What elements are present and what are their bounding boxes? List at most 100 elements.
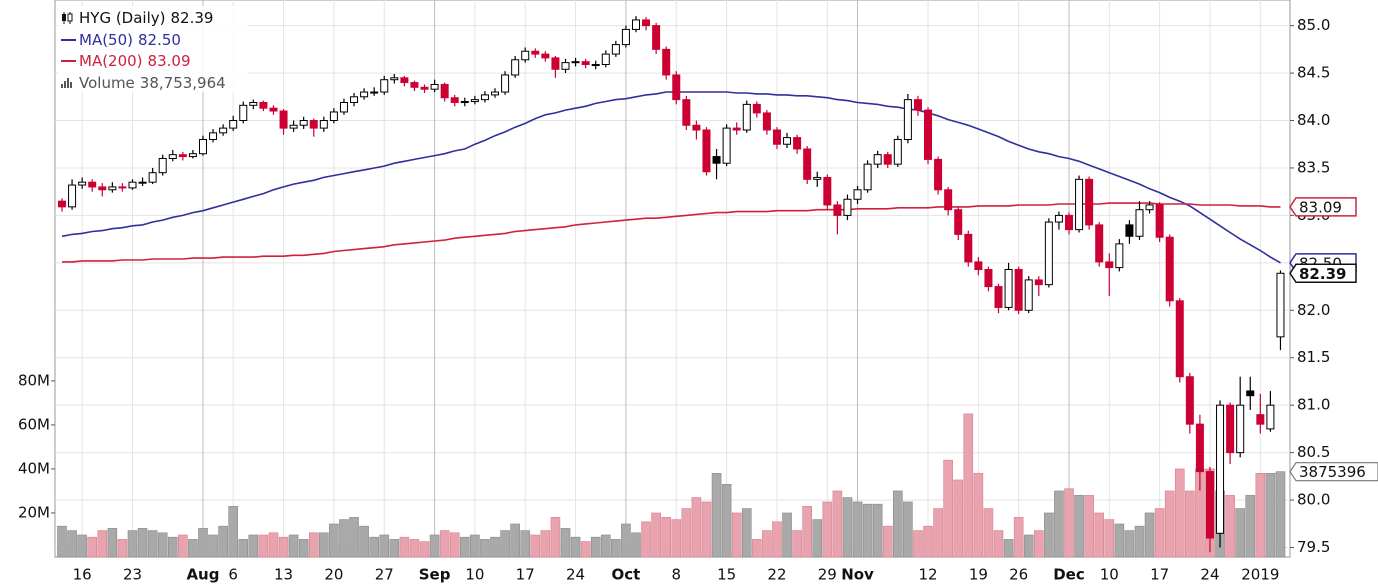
- volume-bar: [812, 519, 823, 558]
- candle-body: [1095, 224, 1104, 263]
- x-tick-label: Nov: [841, 566, 874, 584]
- x-tick-label: 20: [324, 566, 343, 584]
- volume-bar: [218, 525, 228, 558]
- candle-body: [672, 74, 681, 101]
- volume-bar: [741, 508, 752, 558]
- candle-body: [350, 96, 359, 103]
- volume-bar: [1094, 512, 1105, 558]
- x-tick-label: 8: [671, 566, 681, 584]
- candle-body: [652, 25, 661, 50]
- volume-bar: [1144, 512, 1155, 558]
- y-tick-label: 81.5: [1297, 348, 1330, 366]
- x-tick-label: 24: [566, 566, 585, 584]
- candle-body: [994, 286, 1003, 308]
- candle-body: [742, 103, 751, 131]
- x-tick-label: Dec: [1053, 566, 1085, 584]
- candle-body: [611, 44, 620, 55]
- candle-body: [88, 181, 97, 188]
- candle-body: [944, 189, 953, 211]
- candle-body: [752, 103, 761, 114]
- volume-bar: [782, 512, 792, 558]
- y-tick-label: 84.5: [1297, 64, 1330, 82]
- candle-body: [1044, 221, 1053, 286]
- volume-bar: [1235, 508, 1245, 558]
- candle-body: [1004, 268, 1013, 308]
- candle-body: [168, 154, 177, 159]
- y-tick-label: 85.0: [1297, 16, 1330, 34]
- legend-text: MA(50) 82.50: [79, 31, 181, 49]
- legend-part: MA(200): [79, 52, 143, 70]
- volume-bar: [188, 539, 198, 558]
- volume-bar: [329, 523, 339, 558]
- volume-bar: [1225, 495, 1235, 558]
- volume-bar: [339, 519, 349, 558]
- candle-body: [239, 104, 248, 122]
- x-tick-label: 10: [465, 566, 484, 584]
- volume-bar: [1033, 530, 1044, 558]
- x-tick-label: 15: [717, 566, 736, 584]
- candle-body: [803, 148, 812, 180]
- candle-body: [843, 198, 852, 216]
- candle-body: [118, 186, 127, 189]
- volume-bar: [319, 532, 329, 558]
- candle-body: [712, 156, 721, 164]
- volume-bar: [1174, 468, 1185, 558]
- volume-bar: [1074, 495, 1084, 558]
- volume-bar: [480, 539, 490, 558]
- volume-bar: [399, 536, 410, 558]
- volume-bar: [369, 536, 379, 558]
- candle-body: [198, 138, 207, 155]
- volume-bar: [852, 501, 863, 558]
- candle-body: [823, 176, 832, 206]
- volume-tag: 3875396: [1299, 463, 1366, 481]
- volume-bar: [470, 534, 480, 558]
- volume-bar: [671, 519, 682, 558]
- volume-bar: [57, 525, 67, 558]
- candle-body: [460, 101, 469, 104]
- candle-body: [440, 83, 449, 99]
- candle-body: [58, 200, 66, 208]
- candle-body: [511, 59, 520, 76]
- candle-body: [1014, 268, 1023, 311]
- legend-part: Volume: [79, 74, 135, 92]
- candle-body: [561, 62, 570, 70]
- volume-bar: [439, 530, 450, 558]
- volume-tick-label: 80M: [18, 371, 50, 389]
- volume-bar: [449, 532, 460, 558]
- candle-body: [1185, 376, 1194, 425]
- candle-body: [1175, 300, 1184, 378]
- candle-body: [279, 110, 288, 129]
- candle-body: [783, 137, 792, 145]
- volume-bar: [1023, 534, 1034, 558]
- legend-icon: [62, 14, 66, 21]
- volume-bar: [1245, 495, 1256, 558]
- candle-body: [772, 129, 781, 145]
- volume-bar: [651, 512, 661, 558]
- volume-bar: [490, 536, 500, 558]
- y-tick-label: 81.0: [1297, 396, 1330, 414]
- volume-bar: [238, 539, 249, 558]
- volume-bar: [178, 534, 188, 558]
- candle-body: [1226, 404, 1235, 454]
- volume-bar: [1164, 490, 1175, 558]
- x-tick-label: Oct: [612, 566, 641, 584]
- legend-part: 83.09: [148, 52, 191, 70]
- candle-body: [108, 186, 117, 191]
- candle-body: [138, 181, 147, 184]
- candle-body: [853, 189, 862, 200]
- volume-bar: [842, 497, 853, 558]
- candle-body: [1165, 236, 1174, 302]
- legend-part: HYG (Daily): [79, 9, 166, 27]
- y-tick-label: 79.5: [1297, 538, 1330, 556]
- candle-body: [913, 99, 922, 111]
- x-tick-label: 17: [1150, 566, 1169, 584]
- candle-body: [702, 129, 711, 173]
- volume-bar: [409, 539, 420, 558]
- value-tag: 83.09: [1299, 198, 1342, 216]
- volume-bar: [459, 536, 470, 558]
- legend-part: MA(50): [79, 31, 133, 49]
- candle-body: [924, 109, 933, 160]
- x-tick-label: 17: [516, 566, 535, 584]
- candle-body: [78, 181, 87, 186]
- candle-body: [1054, 214, 1063, 223]
